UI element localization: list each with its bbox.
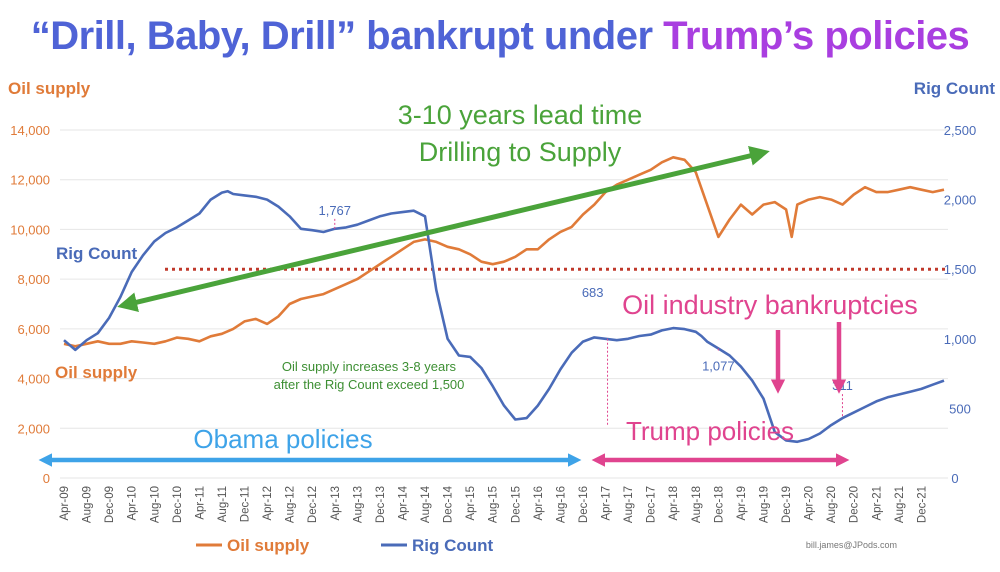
chart-title-part1: “Drill, Baby, Drill” bankrupt under: [30, 14, 664, 58]
x-tick-label: Apr-13: [330, 486, 342, 521]
x-tick-label: Apr-11: [194, 486, 206, 520]
x-tick-label: Dec-17: [646, 486, 658, 523]
right-axis-ticks: 0 500 1,000 1,500 2,000 2,500: [944, 123, 977, 486]
right-tick-label: 2,000: [944, 193, 977, 208]
right-tick-label: 500: [949, 401, 971, 416]
lead-time-label-line2: Drilling to Supply: [419, 137, 622, 167]
x-tick-label: Apr-21: [871, 486, 883, 521]
left-axis-label: Oil supply: [8, 79, 91, 98]
x-tick-label: Dec-19: [781, 486, 793, 523]
point-label: 683: [582, 285, 604, 300]
x-tick-label: Dec-13: [375, 486, 387, 523]
right-axis-label: Rig Count: [914, 79, 996, 98]
x-tick-label: Apr-16: [533, 486, 545, 521]
x-tick-label: Dec-11: [240, 486, 252, 522]
rig-count-inline-label: Rig Count: [56, 244, 138, 263]
note-line2: after the Rig Count exceed 1,500: [274, 377, 465, 392]
bankruptcies-label: Oil industry bankruptcies: [622, 290, 918, 320]
x-tick-label: Dec-20: [849, 486, 861, 523]
legend-label-rig-count: Rig Count: [412, 536, 494, 555]
x-tick-label: Apr-18: [668, 486, 680, 521]
x-tick-label: Aug-15: [488, 486, 500, 523]
oil-supply-inline-label: Oil supply: [55, 363, 138, 382]
x-tick-label: Apr-12: [262, 486, 274, 521]
x-tick-label: Aug-16: [555, 486, 567, 523]
x-tick-label: Dec-12: [307, 486, 319, 523]
x-tick-label: Dec-10: [172, 486, 184, 523]
left-tick-label: 14,000: [10, 123, 50, 138]
left-tick-label: 6,000: [17, 322, 50, 337]
x-tick-label: Apr-19: [736, 486, 748, 521]
trump-policies-label: Trump policies: [626, 416, 794, 446]
left-tick-label: 12,000: [10, 173, 50, 188]
legend-label-oil-supply: Oil supply: [227, 536, 310, 555]
x-tick-label: Aug-21: [894, 486, 906, 523]
lead-time-label-line1: 3-10 years lead time: [398, 100, 643, 130]
x-tick-label: Aug-11: [217, 486, 229, 522]
x-tick-label: Dec-15: [510, 486, 522, 523]
left-tick-label: 2,000: [17, 421, 50, 436]
right-tick-label: 1,500: [944, 262, 977, 277]
right-tick-label: 2,500: [944, 123, 977, 138]
left-tick-label: 10,000: [10, 222, 50, 237]
obama-policies-label: Obama policies: [193, 424, 372, 454]
x-axis-ticks: Apr-09 Aug-09 Dec-09 Apr-10 Aug-10 Dec-10 Apr-…: [59, 485, 928, 523]
x-tick-label: Dec-18: [713, 486, 725, 523]
point-label: 311: [832, 378, 853, 393]
x-tick-label: Aug-10: [149, 486, 161, 523]
left-tick-label: 4,000: [17, 372, 50, 387]
x-tick-label: Aug-09: [82, 486, 94, 523]
point-label: 1,077: [702, 359, 735, 374]
right-tick-label: 1,000: [944, 332, 977, 347]
left-tick-label: 0: [43, 471, 50, 486]
chart-title-part2: Trump’s policies: [663, 14, 970, 58]
left-axis-ticks: 0 2,000 4,000 6,000 8,000 10,000 12,000 14,000: [10, 123, 50, 486]
point-label: 1,767: [318, 203, 351, 218]
x-tick-label: Aug-20: [826, 486, 838, 523]
x-tick-label: Aug-13: [352, 486, 364, 523]
note-line1: Oil supply increases 3-8 years: [282, 359, 457, 374]
x-tick-label: Dec-21: [916, 486, 928, 523]
x-tick-label: Aug-19: [758, 486, 770, 523]
x-tick-label: Apr-17: [601, 486, 613, 521]
x-tick-label: Apr-09: [59, 486, 71, 521]
x-tick-label: Apr-15: [465, 486, 477, 521]
x-tick-label: Apr-14: [397, 485, 409, 520]
x-tick-label: Apr-10: [127, 486, 139, 521]
x-tick-label: Aug-18: [691, 486, 703, 523]
right-tick-label: 0: [951, 471, 958, 486]
x-tick-label: Dec-14: [443, 485, 455, 523]
x-tick-label: Apr-20: [804, 486, 816, 521]
x-tick-label: Aug-12: [285, 486, 297, 523]
x-tick-label: Aug-14: [420, 485, 432, 523]
left-tick-label: 8,000: [17, 272, 50, 287]
credit-text: bill.james@JPods.com: [806, 540, 897, 550]
x-tick-label: Dec-09: [104, 486, 116, 523]
x-tick-label: Aug-17: [623, 486, 635, 523]
lead-time-arrow: [117, 146, 770, 312]
x-tick-label: Dec-16: [578, 486, 590, 523]
chart-title: “Drill, Baby, Drill” bankrupt under Trum…: [0, 14, 1000, 59]
